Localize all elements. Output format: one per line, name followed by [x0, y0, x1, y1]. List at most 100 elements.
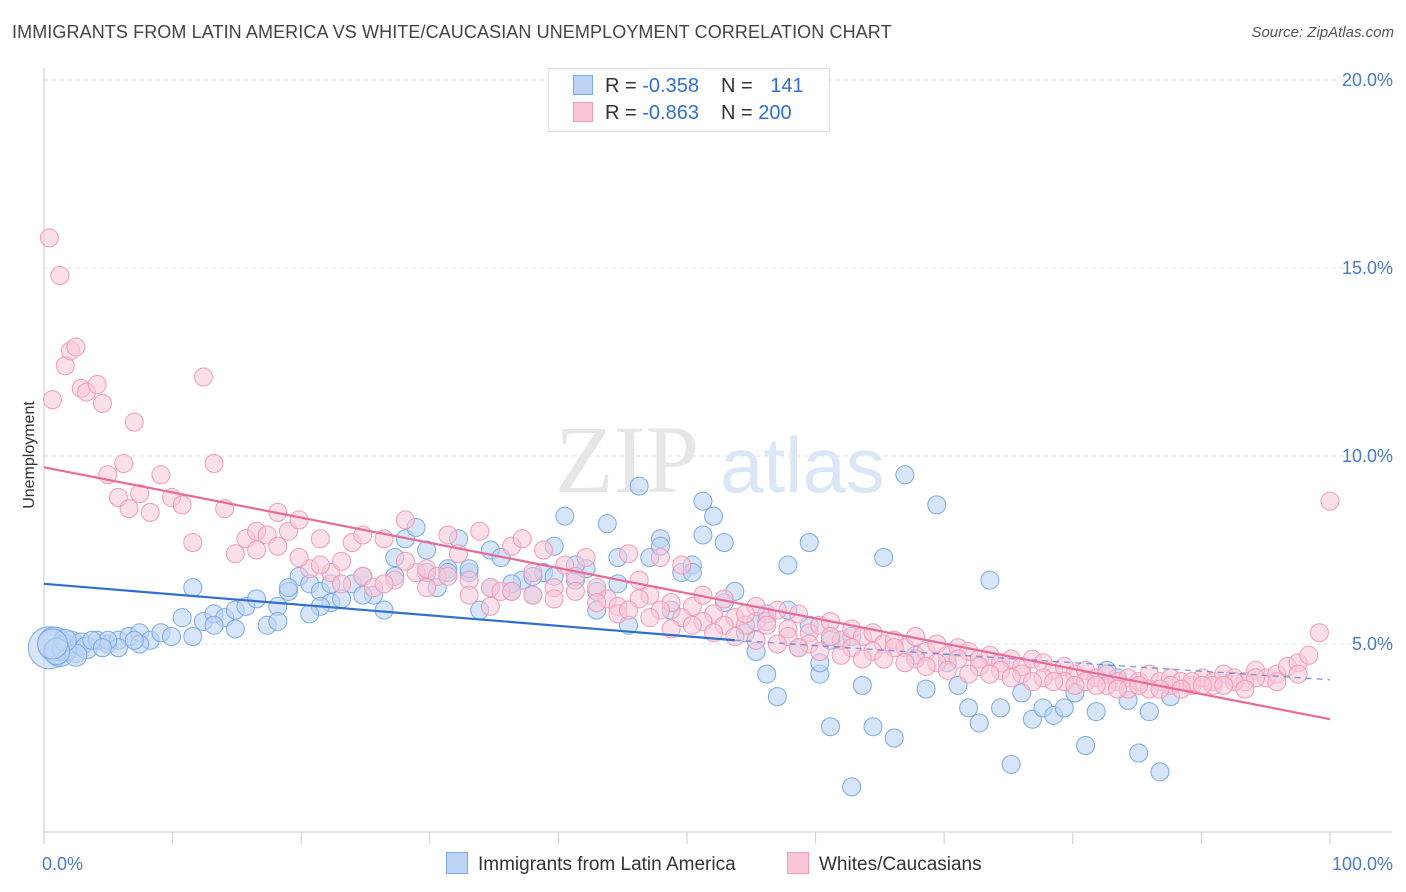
data-point-whites: [587, 593, 607, 613]
data-point-whites: [1267, 672, 1287, 692]
data-point-whites: [289, 548, 309, 568]
data-point-whites: [39, 228, 59, 248]
legend-swatch-pink: [573, 102, 593, 122]
data-point-immigrants: [225, 619, 245, 639]
data-point-whites: [1022, 672, 1042, 692]
data-point-whites: [619, 544, 639, 564]
x-tick-label: 100.0%: [1332, 854, 1393, 874]
data-point-whites: [87, 375, 107, 395]
data-point-whites: [661, 619, 681, 639]
data-point-immigrants: [417, 540, 437, 560]
legend-r-label: R =: [605, 75, 643, 97]
data-point-whites: [114, 454, 134, 474]
tick-labels: 5.0% 10.0% 15.0% 20.0% 0.0% 100.0%: [42, 70, 1393, 874]
data-point-whites: [374, 574, 394, 594]
data-point-immigrants: [980, 570, 1000, 590]
data-point-whites: [310, 529, 330, 549]
data-point-whites: [480, 596, 500, 616]
data-point-whites: [395, 551, 415, 571]
data-point-whites: [810, 642, 830, 662]
data-point-whites: [757, 615, 777, 635]
data-point-whites: [92, 393, 112, 413]
legend-r-label: R =: [605, 102, 643, 124]
data-point-whites: [1320, 491, 1340, 511]
data-point-immigrants: [767, 687, 787, 707]
data-point-whites: [1065, 675, 1085, 695]
data-point-whites: [1150, 679, 1170, 699]
data-point-immigrants: [124, 630, 144, 650]
data-point-whites: [959, 664, 979, 684]
data-point-immigrants: [757, 664, 777, 684]
data-point-whites: [735, 604, 755, 624]
data-point-whites: [874, 649, 894, 669]
data-point-whites: [523, 585, 543, 605]
data-point-whites: [459, 585, 479, 605]
data-point-immigrants: [183, 626, 203, 646]
data-point-immigrants: [1001, 754, 1021, 774]
data-point-immigrants: [820, 717, 840, 737]
data-point-immigrants: [597, 514, 617, 534]
data-point-immigrants: [204, 615, 224, 635]
data-point-whites: [43, 390, 63, 410]
legend-n-label: N =: [720, 75, 759, 97]
data-point-immigrants: [799, 532, 819, 552]
data-point-whites: [789, 638, 809, 658]
data-point-whites: [725, 626, 745, 646]
bottom-legend-swatch-blue: [446, 852, 468, 874]
data-point-immigrants: [300, 604, 320, 624]
data-point-whites: [395, 510, 415, 530]
data-point-whites: [640, 608, 660, 628]
data-point-immigrants: [959, 698, 979, 718]
data-point-immigrants: [1150, 762, 1170, 782]
legend-row-whites: R = -0.863 N = 200: [573, 102, 792, 126]
data-point-whites: [268, 536, 288, 556]
y-tick-label: 10.0%: [1342, 446, 1393, 466]
data-point-whites: [619, 600, 639, 620]
y-tick-label: 15.0%: [1342, 258, 1393, 278]
data-point-whites: [534, 540, 554, 560]
chart-title: IMMIGRANTS FROM LATIN AMERICA VS WHITE/C…: [12, 22, 892, 42]
data-point-immigrants: [1139, 702, 1159, 722]
data-point-whites: [1299, 645, 1319, 665]
data-point-whites: [66, 337, 86, 357]
data-point-whites: [831, 645, 851, 665]
data-point-whites: [124, 412, 144, 432]
series-immigrants-points: [27, 465, 1181, 797]
data-point-whites: [767, 634, 787, 654]
legend-r-value: -0.863: [642, 102, 699, 124]
data-point-immigrants: [268, 611, 288, 631]
data-point-whites: [512, 529, 532, 549]
data-point-immigrants: [172, 608, 192, 628]
data-point-immigrants: [1054, 698, 1074, 718]
data-point-whites: [193, 367, 213, 387]
data-point-immigrants: [278, 578, 298, 598]
data-point-whites: [50, 266, 70, 286]
data-point-whites: [119, 499, 139, 519]
data-point-whites: [820, 626, 840, 646]
data-point-immigrants: [916, 679, 936, 699]
legend-n-value: 141: [770, 75, 804, 97]
data-point-whites: [1288, 664, 1308, 684]
data-point-immigrants: [863, 717, 883, 737]
data-point-immigrants: [991, 698, 1011, 718]
data-point-whites: [1192, 675, 1212, 695]
data-point-whites: [650, 548, 670, 568]
data-point-immigrants: [842, 777, 862, 797]
bottom-legend-whites: Whites/Caucasians: [787, 852, 982, 876]
data-point-whites: [172, 495, 192, 515]
data-point-immigrants: [37, 628, 69, 660]
trend-line-whites: [43, 466, 1331, 721]
data-point-immigrants: [1086, 702, 1106, 722]
data-point-whites: [1214, 675, 1234, 695]
legend-r-value: -0.358: [642, 75, 699, 97]
data-point-whites: [895, 653, 915, 673]
grid-lines: [44, 79, 1392, 645]
legend-n-value: 200: [758, 102, 792, 124]
data-point-whites: [1129, 675, 1149, 695]
chart-source: Source: ZipAtlas.com: [1251, 24, 1394, 41]
data-point-immigrants: [693, 525, 713, 545]
data-point-immigrants: [1076, 736, 1096, 756]
data-point-whites: [438, 525, 458, 545]
data-point-whites: [289, 510, 309, 530]
data-point-whites: [852, 649, 872, 669]
